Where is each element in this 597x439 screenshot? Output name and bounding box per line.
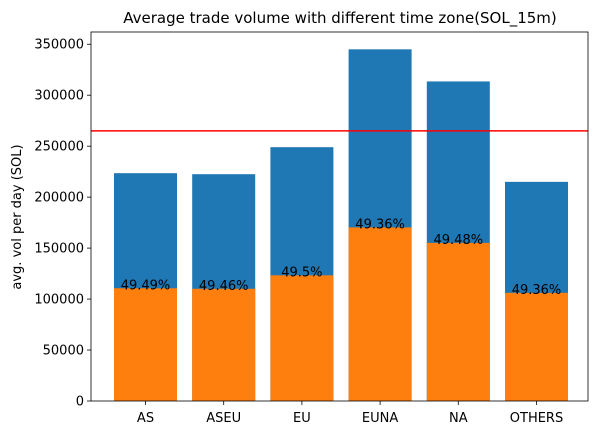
y-tick-label: 300000 [34, 89, 84, 104]
x-tick-label-aseu: ASEU [206, 411, 241, 426]
data-labels-layer: 49.49% 49.46% 49.5% 49.36% 49.48% 49.36% [121, 217, 562, 297]
y-tick-label: 350000 [34, 38, 84, 53]
bars-layer [114, 49, 568, 402]
y-tick-label: 150000 [34, 242, 84, 257]
y-tick-label: 100000 [34, 293, 84, 308]
y-tick-label: 250000 [34, 140, 84, 155]
chart-title: Average trade volume with different time… [123, 9, 557, 28]
x-tick-label-euna: EUNA [362, 411, 398, 426]
bar-part-na [426, 242, 490, 401]
x-tick-label-eu: EU [293, 411, 311, 426]
data-label-as: 49.49% [121, 278, 171, 293]
plot-frame [90, 31, 589, 402]
data-label-eu: 49.5% [281, 265, 322, 280]
x-tick-label-others: OTHERS [510, 411, 563, 426]
bar-part-others [505, 292, 568, 401]
data-label-na: 49.48% [434, 233, 484, 248]
bar-part-aseu [192, 288, 256, 401]
bar-part-eu [270, 275, 334, 401]
data-label-others: 49.36% [512, 283, 562, 298]
bar-part-euna [348, 227, 412, 401]
y-axis-label: avg. vol per day (SOL) [10, 144, 25, 289]
y-tick-label: 0 [76, 395, 84, 410]
axes-layer: 0 50000 100000 150000 200000 250000 300000 3500… [34, 31, 589, 426]
data-label-aseu: 49.46% [199, 279, 249, 294]
y-tick-label: 200000 [34, 191, 84, 206]
x-tick-label-as: AS [137, 411, 154, 426]
bar-part-as [114, 288, 177, 401]
x-tick-label-na: NA [449, 411, 468, 426]
data-label-euna: 49.36% [355, 217, 405, 232]
y-tick-label: 50000 [43, 344, 84, 359]
